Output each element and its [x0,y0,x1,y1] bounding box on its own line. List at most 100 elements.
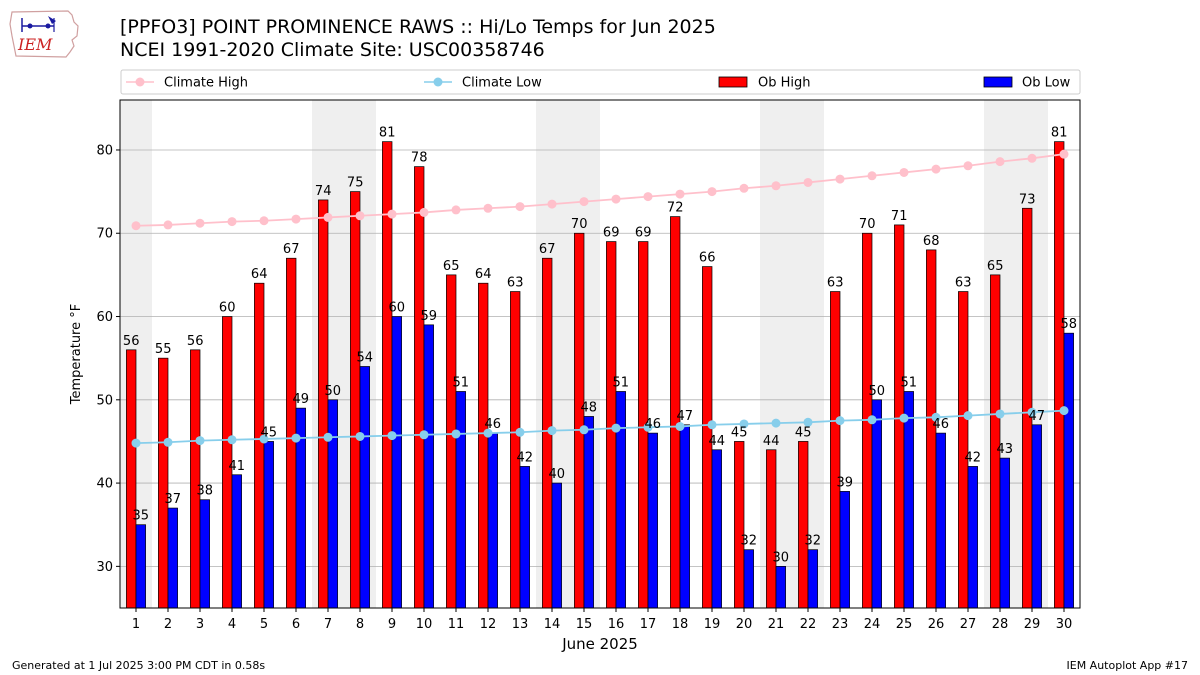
ob-high-bar-day-22 [798,441,809,609]
ob-low-value-label-day-19: 44 [709,434,726,449]
ob-low-bar-day-5 [263,441,274,609]
x-tick-label-21: 21 [768,617,785,632]
x-tick-label-25: 25 [896,617,913,632]
climate-low-point-day-17 [643,422,653,432]
ob-low-value-label-day-12: 46 [485,417,502,432]
x-tick-label-27: 27 [960,617,977,632]
ob-high-value-label-day-1: 56 [123,334,140,349]
ob-low-bar-day-25 [903,391,914,609]
climate-high-point-day-26 [931,164,941,174]
climate-high-point-day-19 [707,187,717,197]
ob-high-value-label-day-7: 74 [315,184,332,199]
ob-low-value-label-day-1: 35 [133,509,150,524]
x-tick-label-1: 1 [132,617,140,632]
ob-high-value-label-day-23: 63 [827,276,844,291]
ob-low-value-label-day-27: 42 [965,450,982,465]
climate-high-point-day-4 [227,217,237,227]
x-tick-label-19: 19 [704,617,721,632]
climate-low-point-day-11 [451,429,461,439]
climate-low-line [135,409,1065,445]
climate-high-point-day-28 [995,157,1005,167]
ob-low-bar-day-10 [423,324,434,609]
ob-low-bar-day-7 [327,399,338,609]
climate-high-point-day-12 [483,203,493,213]
ob-low-bar-day-24 [871,399,882,609]
climate-low-point-day-28 [995,409,1005,419]
ob-low-bar-day-8 [359,366,370,609]
ob-high-value-label-day-2: 55 [155,342,172,357]
ob-high-bar-day-23 [830,291,841,609]
ob-low-bar-day-4 [231,474,242,609]
climate-low-point-day-15 [579,425,589,435]
ob-high-bar-day-3 [190,349,201,609]
ob-high-value-label-day-27: 63 [955,276,972,291]
ob-low-bar-day-1 [135,524,146,609]
logo-text: IEM [17,35,53,54]
ob-low-bar-day-18 [679,424,690,609]
ob-low-bar-day-28 [999,457,1010,609]
climate-low-point-day-25 [899,413,909,423]
climate-high-point-day-23 [835,174,845,184]
ob-high-bar-day-5 [254,282,265,609]
legend-box [120,69,1081,95]
ob-low-bar-day-15 [583,416,594,609]
x-tick-label-9: 9 [388,617,396,632]
ob-high-value-label-day-26: 68 [923,234,940,249]
generated-footer: Generated at 1 Jul 2025 3:00 PM CDT in 0… [12,659,266,672]
ob-high-value-label-day-21: 44 [763,434,780,449]
ob-low-value-label-day-29: 47 [1029,409,1046,424]
x-tick-label-8: 8 [356,617,364,632]
ob-low-bar-day-22 [807,549,818,609]
x-tick-label-13: 13 [512,617,529,632]
climate-low-point-day-23 [835,416,845,426]
ob-high-value-label-day-22: 45 [795,425,812,440]
x-tick-label-28: 28 [992,617,1009,632]
x-tick-label-12: 12 [480,617,497,632]
climate-low-point-day-14 [547,426,557,436]
ob-high-value-label-day-18: 72 [667,201,684,216]
x-tick-label-5: 5 [260,617,268,632]
ob-high-bar-day-15 [574,232,585,609]
climate-high-point-day-6 [291,214,301,224]
x-tick-label-20: 20 [736,617,753,632]
climate-high-point-day-11 [451,205,461,215]
x-tick-label-30: 30 [1056,617,1073,632]
ob-low-value-label-day-25: 51 [901,375,918,390]
ob-high-value-label-day-19: 66 [699,251,716,266]
climate-low-point-day-3 [195,436,205,446]
ob-low-value-label-day-18: 47 [677,409,694,424]
climate-low-point-day-16 [611,423,621,433]
climate-high-point-day-2 [163,220,173,230]
x-tick-label-6: 6 [292,617,300,632]
climate-high-point-day-27 [963,161,973,171]
ob-high-value-label-day-6: 67 [283,242,300,257]
x-tick-label-29: 29 [1024,617,1041,632]
x-tick-label-4: 4 [228,617,236,632]
ob-low-value-label-day-15: 48 [581,400,598,415]
ob-low-bar-day-9 [391,316,402,609]
climate-high-point-day-8 [355,211,365,221]
ob-low-value-label-day-21: 30 [773,550,790,565]
x-tick-label-14: 14 [544,617,561,632]
ob-high-value-label-day-5: 64 [251,267,268,282]
ob-low-value-label-day-4: 41 [229,459,246,474]
ob-high-value-label-day-11: 65 [443,259,460,274]
ob-low-bar-day-12 [487,432,498,609]
iem-logo: IEM [9,10,79,58]
climate-high-point-day-3 [195,218,205,228]
ob-high-value-label-day-16: 69 [603,226,620,241]
climate-high-point-day-18 [675,189,685,199]
y-tick-label-60: 60 [96,310,113,325]
x-tick-label-15: 15 [576,617,593,632]
climate-high-point-day-16 [611,194,621,204]
climate-high-point-day-29 [1027,153,1037,163]
iowa-state-outline [9,10,79,58]
ob-low-value-label-day-26: 46 [933,417,950,432]
ob-low-bar-day-30 [1063,332,1074,609]
ob-low-bar-day-29 [1031,424,1042,609]
ob-low-value-label-day-3: 38 [197,484,214,499]
ob-high-bar-day-11 [446,274,457,609]
ob-high-bar-day-21 [766,449,777,609]
ob-low-value-label-day-8: 54 [357,350,374,365]
